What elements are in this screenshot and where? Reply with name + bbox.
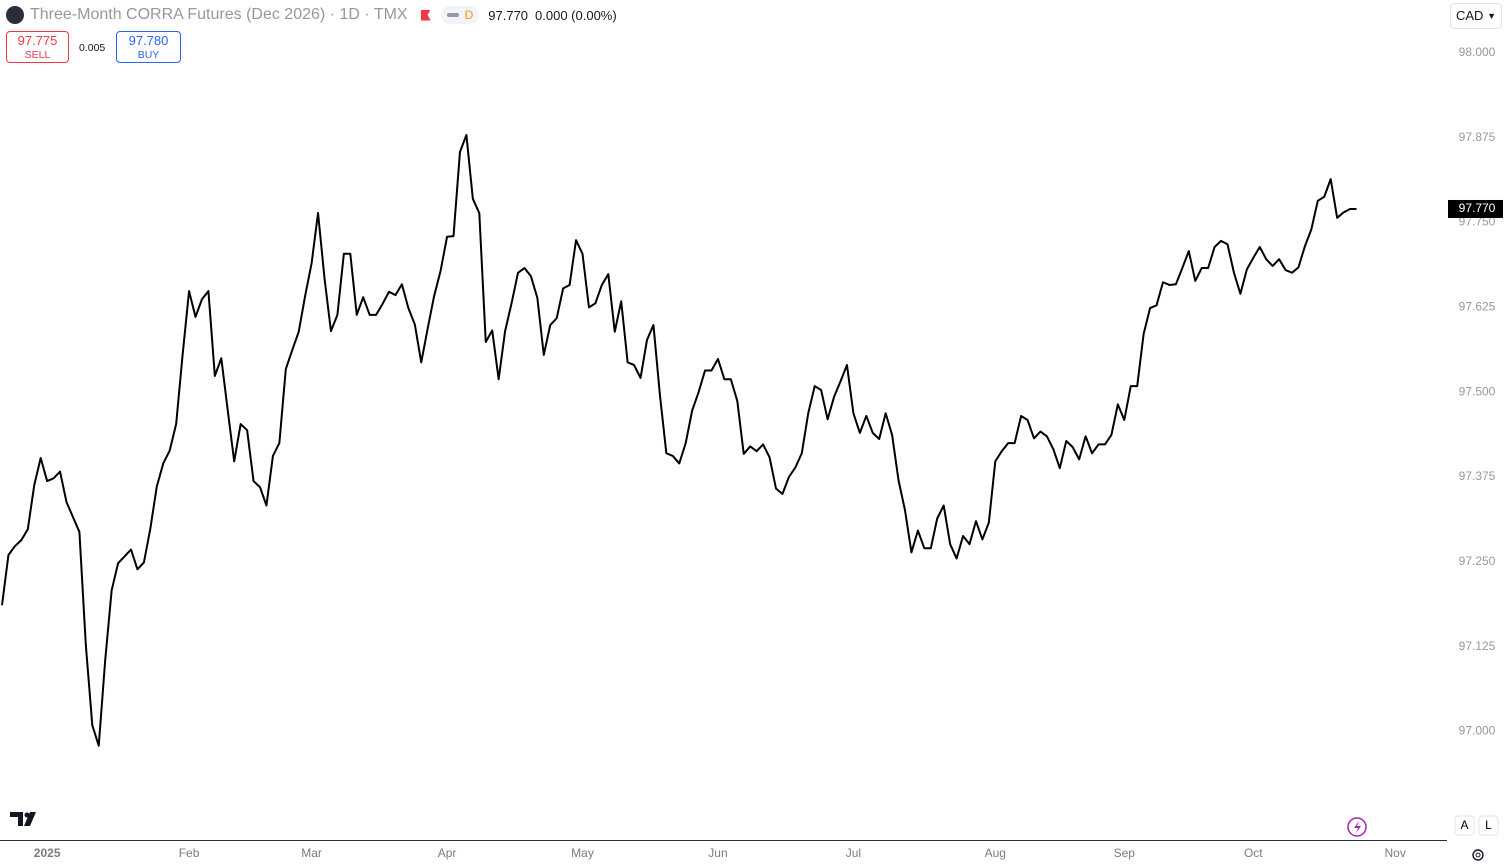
tv-logo xyxy=(10,812,36,826)
x-tick-label: 2025 xyxy=(34,846,61,860)
x-tick-label: Feb xyxy=(179,846,200,860)
x-tick-label: Oct xyxy=(1244,846,1263,860)
buy-label[interactable]: BUY xyxy=(137,49,160,61)
x-tick-label: Aug xyxy=(985,846,1006,860)
last-price-tag xyxy=(1448,199,1503,218)
last-price: 97.770 xyxy=(488,7,529,23)
log-scale-label[interactable]: L xyxy=(1485,818,1492,832)
currency-label[interactable]: CAD xyxy=(1456,8,1484,23)
sell-button[interactable]: 97.775 SELL xyxy=(6,31,69,63)
price-change: 0.000 (0.00%) xyxy=(535,7,617,23)
buy-price[interactable]: 97.780 xyxy=(128,33,169,48)
y-tick-label: 97.625 xyxy=(1459,300,1496,314)
y-tick-label: 97.125 xyxy=(1459,639,1496,653)
x-tick-label: Apr xyxy=(438,846,457,860)
price-line xyxy=(1,134,1357,747)
settings-icon[interactable] xyxy=(1472,849,1484,861)
currency-select[interactable]: CAD ▼ xyxy=(1450,3,1502,29)
y-tick-label: 97.375 xyxy=(1459,469,1496,483)
x-tick-label: Nov xyxy=(1385,846,1406,860)
header: Three-Month CORRA Futures (Dec 2026) · 1… xyxy=(0,5,617,25)
last-price-tag-label: 97.770 xyxy=(1459,201,1496,215)
x-tick-label: Jun xyxy=(708,846,727,860)
spread: 0.005 xyxy=(79,42,106,54)
lightning-icon xyxy=(1347,817,1367,837)
badge-text: D xyxy=(464,8,474,22)
buy-button[interactable]: 97.780 BUY xyxy=(116,31,181,63)
y-tick-label: 97.000 xyxy=(1459,724,1496,738)
y-tick-label: 97.875 xyxy=(1459,130,1496,144)
x-tick-label: Jul xyxy=(846,846,861,860)
sell-price[interactable]: 97.775 xyxy=(17,33,58,48)
auto-scale-button[interactable] xyxy=(1454,815,1475,836)
x-tick-label: Sep xyxy=(1114,846,1136,860)
symbol-icon xyxy=(6,6,24,24)
y-tick-label: 97.250 xyxy=(1459,554,1496,568)
status-badge: D xyxy=(440,6,480,24)
symbol-title: Three-Month CORRA Futures (Dec 2026) · 1… xyxy=(30,6,408,23)
log-scale-button[interactable] xyxy=(1478,815,1499,836)
y-tick-label: 98.000 xyxy=(1459,45,1496,59)
y-tick-label: 97.750 xyxy=(1459,215,1496,229)
y-tick-label: 97.500 xyxy=(1459,384,1496,398)
x-tick-label: Mar xyxy=(301,846,322,860)
auto-scale-label[interactable]: A xyxy=(1460,818,1468,832)
sell-label[interactable]: SELL xyxy=(24,49,51,61)
x-tick-label: May xyxy=(571,846,594,860)
flag-icon[interactable] xyxy=(420,9,431,21)
